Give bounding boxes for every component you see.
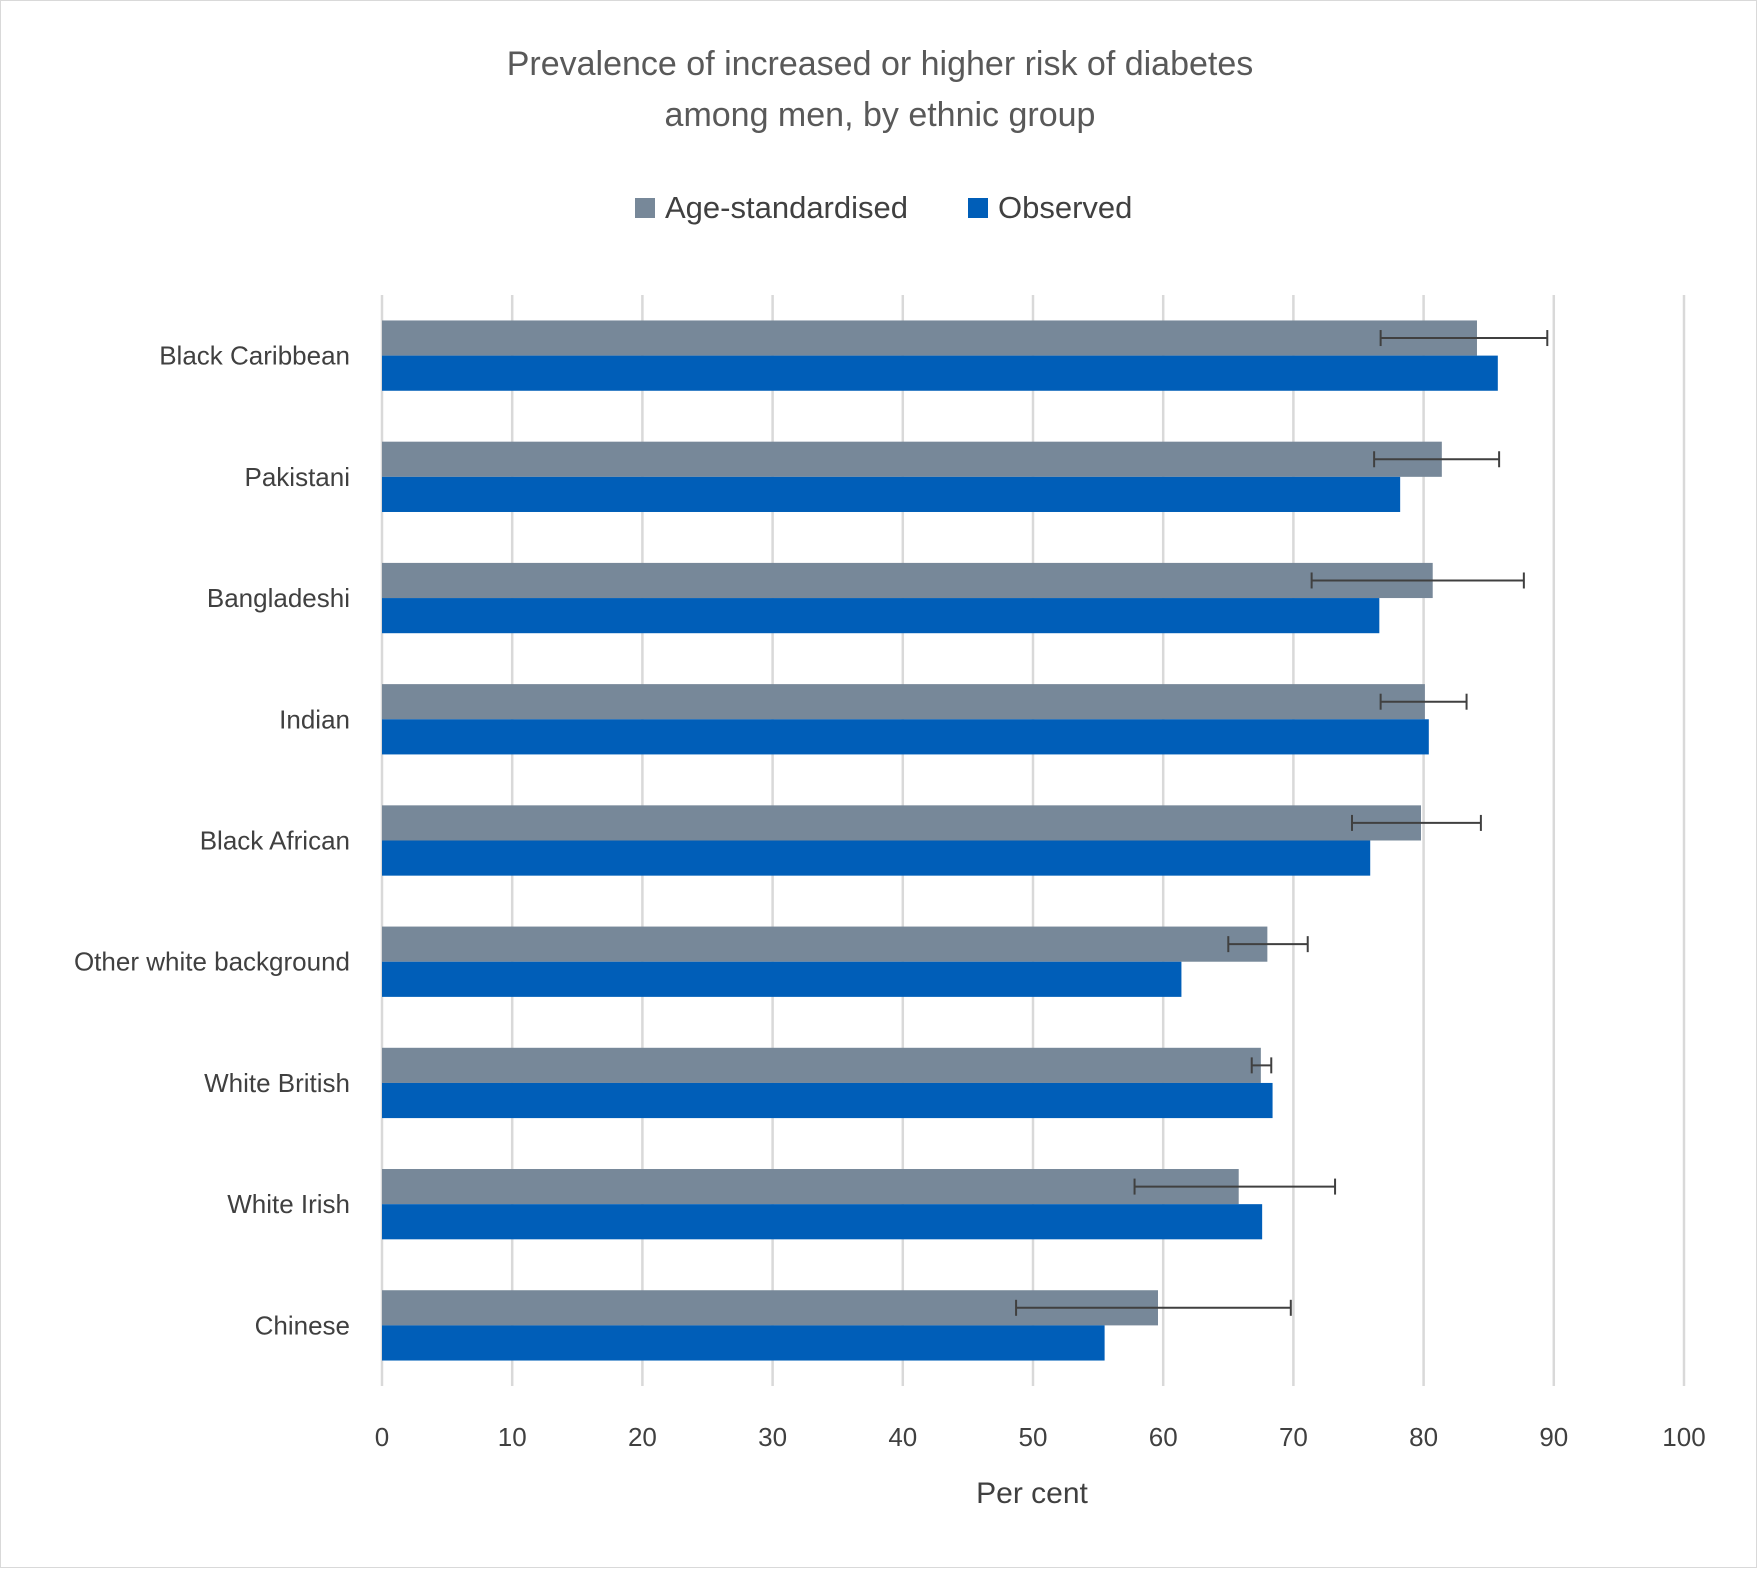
bar-observed-chinese xyxy=(382,1325,1105,1361)
legend-swatch-age-standardised xyxy=(635,198,655,218)
error-bar-black-african xyxy=(1350,814,1482,831)
category-labels: Black Caribbean Pakistani Bangladeshi India… xyxy=(74,341,350,1341)
error-bar-chinese xyxy=(1015,1299,1292,1316)
category-label-bangladeshi: Bangladeshi xyxy=(207,583,350,613)
error-bar-pakistani xyxy=(1373,451,1501,468)
category-label-white-irish: White Irish xyxy=(227,1189,350,1219)
legend-label-observed: Observed xyxy=(998,190,1132,225)
error-bar-other-white-background xyxy=(1227,936,1309,953)
category-label-chinese: Chinese xyxy=(255,1310,350,1340)
x-tick-label-30: 30 xyxy=(758,1422,787,1452)
x-tick-label-60: 60 xyxy=(1149,1422,1178,1452)
bar-observed-white-irish xyxy=(382,1204,1263,1240)
bar-age-standardised-black-caribbean xyxy=(382,320,1477,356)
bar-age-standardised-black-african xyxy=(382,805,1421,841)
category-label-white-british: White British xyxy=(204,1068,350,1098)
bar-age-standardised-white-british xyxy=(382,1047,1261,1083)
category-label-pakistani: Pakistani xyxy=(245,462,351,492)
legend: Age-standardised Observed xyxy=(635,190,1132,225)
bars xyxy=(382,320,1498,1361)
error-bar-black-caribbean xyxy=(1379,330,1549,347)
error-bars xyxy=(1015,330,1549,1316)
x-tick-label-40: 40 xyxy=(888,1422,917,1452)
chart-title-line-1: Prevalence of increased or higher risk o… xyxy=(507,45,1254,83)
category-label-indian: Indian xyxy=(279,704,350,734)
x-tick-label-10: 10 xyxy=(498,1422,527,1452)
bar-observed-bangladeshi xyxy=(382,598,1380,634)
x-axis-title: Per cent xyxy=(976,1477,1088,1510)
x-tick-label-0: 0 xyxy=(375,1422,389,1452)
x-tick-label-80: 80 xyxy=(1409,1422,1438,1452)
bar-observed-black-african xyxy=(382,840,1371,876)
x-tick-label-90: 90 xyxy=(1539,1422,1568,1452)
x-tick-label-50: 50 xyxy=(1019,1422,1048,1452)
x-tick-label-100: 100 xyxy=(1662,1422,1705,1452)
error-bar-indian xyxy=(1379,693,1468,710)
category-label-other-white-background: Other white background xyxy=(74,947,350,977)
bar-age-standardised-indian xyxy=(382,684,1425,720)
bar-observed-white-british xyxy=(382,1082,1273,1119)
bar-observed-black-caribbean xyxy=(382,355,1498,391)
chart-title-line-2: among men, by ethnic group xyxy=(665,96,1096,134)
legend-label-age-standardised: Age-standardised xyxy=(665,190,908,225)
bar-age-standardised-white-irish xyxy=(382,1169,1239,1205)
x-tick-label-70: 70 xyxy=(1279,1422,1308,1452)
error-bar-bangladeshi xyxy=(1310,572,1525,589)
category-label-black-african: Black African xyxy=(200,826,350,856)
bar-age-standardised-other-white-background xyxy=(382,926,1268,962)
error-bar-white-irish xyxy=(1133,1178,1337,1195)
bar-age-standardised-pakistani xyxy=(382,441,1442,477)
error-bar-white-british xyxy=(1250,1057,1273,1074)
x-tick-label-20: 20 xyxy=(628,1422,657,1452)
category-label-black-caribbean: Black Caribbean xyxy=(159,341,350,371)
bar-observed-pakistani xyxy=(382,476,1401,512)
bar-age-standardised-bangladeshi xyxy=(382,562,1433,599)
legend-swatch-observed xyxy=(968,198,988,218)
bar-observed-indian xyxy=(382,719,1429,755)
tick-labels: 0 10 20 30 40 50 60 70 80 90 100 xyxy=(375,1422,1706,1452)
bar-observed-other-white-background xyxy=(382,961,1182,997)
